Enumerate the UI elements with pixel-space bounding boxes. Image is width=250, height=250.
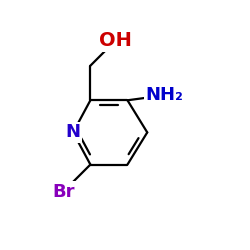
Text: NH₂: NH₂ — [146, 86, 184, 104]
Text: N: N — [66, 124, 80, 142]
Text: Br: Br — [52, 183, 74, 201]
Text: OH: OH — [99, 32, 132, 50]
